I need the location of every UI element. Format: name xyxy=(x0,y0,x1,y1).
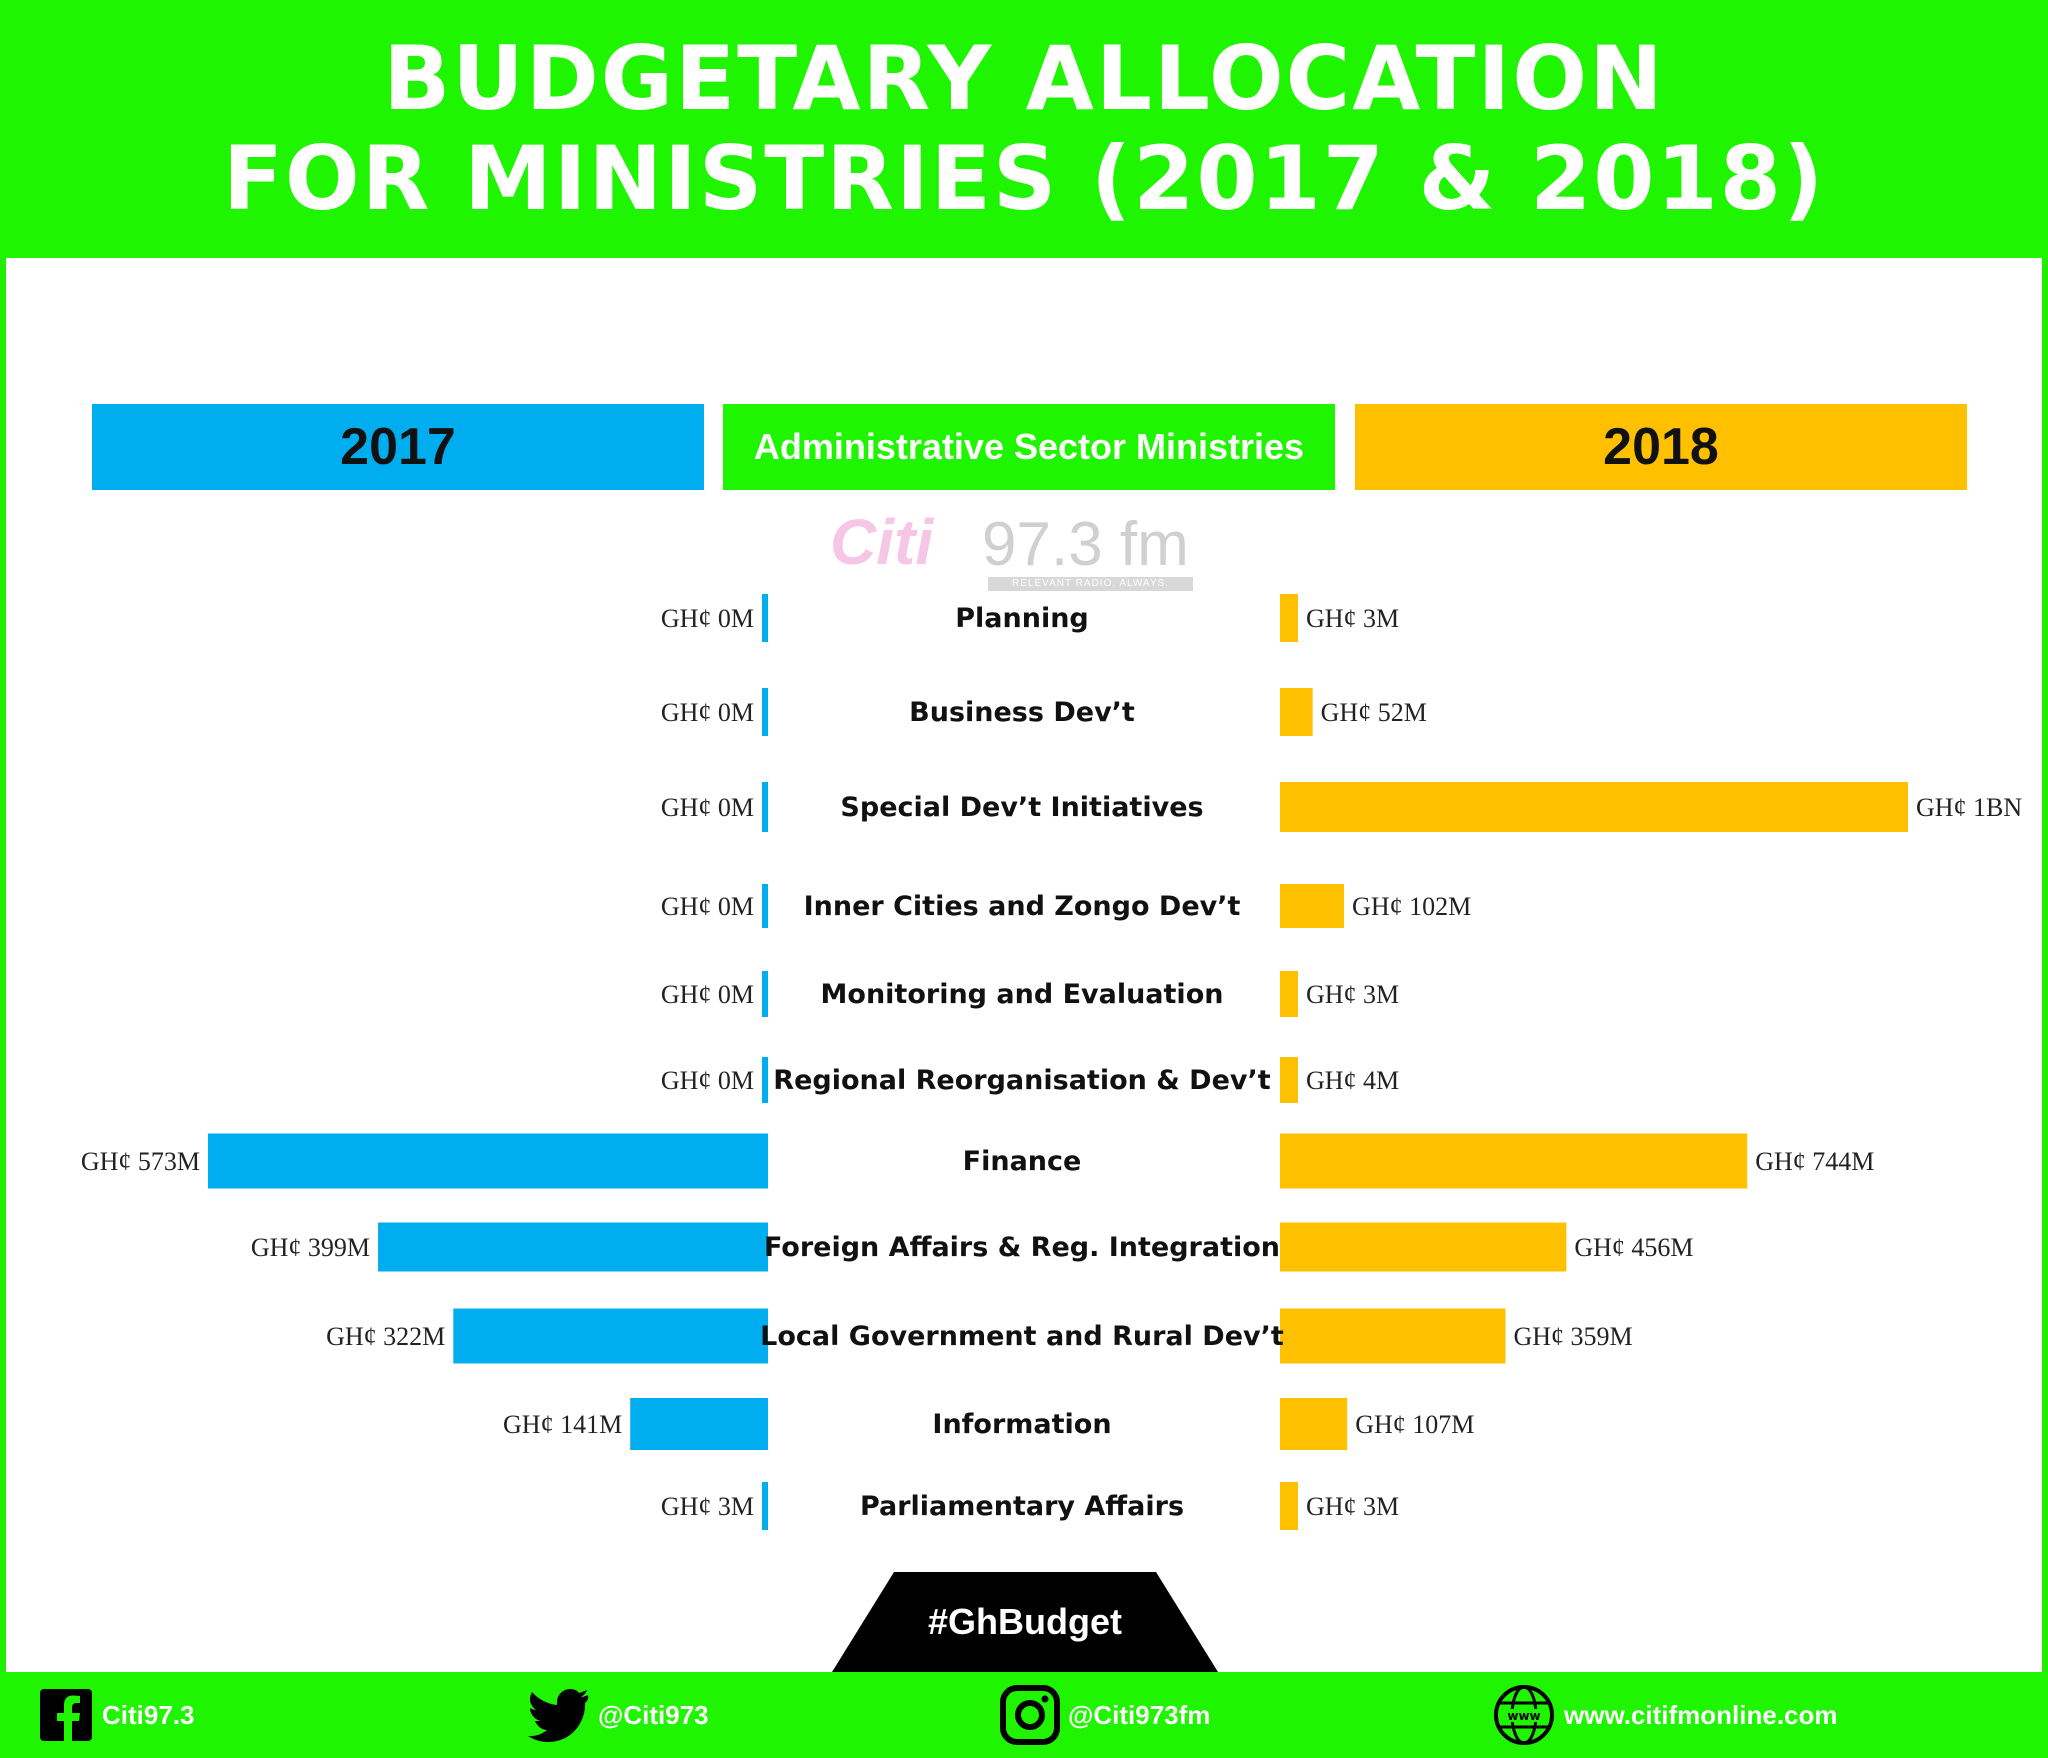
category-label: Finance xyxy=(963,1146,1082,1177)
bar-2017 xyxy=(762,782,768,832)
value-label-2018: GH¢ 52M xyxy=(1321,698,1427,727)
bar-2017 xyxy=(762,594,768,642)
value-label-2017: GH¢ 0M xyxy=(661,892,754,921)
value-label-2018: GH¢ 359M xyxy=(1513,1322,1632,1351)
column-header-sector: Administrative Sector Ministries xyxy=(723,404,1335,490)
category-label: Local Government and Rural Dev’t xyxy=(760,1321,1284,1352)
bar-2018 xyxy=(1280,594,1298,642)
globe-icon: www xyxy=(1494,1685,1554,1745)
category-label: Inner Cities and Zongo Dev’t xyxy=(804,891,1241,922)
bar-2017 xyxy=(762,1482,768,1530)
website-link[interactable]: www www.citifmonline.com xyxy=(1492,1672,1838,1758)
hashtag-badge: #GhBudget xyxy=(832,1572,1218,1672)
column-header-2017: 2017 xyxy=(92,404,704,490)
instagram-icon xyxy=(1000,1685,1060,1745)
value-label-2018: GH¢ 744M xyxy=(1755,1147,1874,1176)
website-url: www.citifmonline.com xyxy=(1564,1699,1838,1730)
category-label: Foreign Affairs & Reg. Integration xyxy=(764,1232,1280,1263)
value-label-2018: GH¢ 1BN xyxy=(1916,793,2022,822)
instagram-handle: @Citi973fm xyxy=(1068,1699,1211,1730)
value-label-2017: GH¢ 141M xyxy=(503,1410,622,1439)
column-header-2018: 2018 xyxy=(1355,404,1967,490)
bar-2018 xyxy=(1280,1133,1748,1189)
category-label: Regional Reorganisation & Dev’t xyxy=(773,1065,1270,1096)
bar-2018 xyxy=(1280,971,1298,1017)
value-label-2017: GH¢ 0M xyxy=(661,980,754,1009)
value-label-2018: GH¢ 4M xyxy=(1306,1066,1399,1095)
facebook-icon xyxy=(40,1689,92,1741)
hashtag-trapezoid xyxy=(832,1572,1218,1672)
category-label: Information xyxy=(932,1409,1111,1440)
bar-2017 xyxy=(630,1398,768,1450)
value-label-2017: GH¢ 0M xyxy=(661,793,754,822)
value-label-2017: GH¢ 0M xyxy=(661,1066,754,1095)
watermark-brand: Citi xyxy=(830,506,934,578)
bar-2018 xyxy=(1280,688,1313,736)
value-label-2018: GH¢ 3M xyxy=(1306,1492,1399,1521)
value-label-2018: GH¢ 107M xyxy=(1355,1410,1474,1439)
watermark-frequency: 97.3 fm xyxy=(982,510,1189,579)
bar-2018 xyxy=(1280,1398,1348,1450)
footer-bar: Citi97.3 @Citi973 @Citi973fm www www.cit… xyxy=(0,1672,2048,1758)
value-label-2017: GH¢ 399M xyxy=(251,1233,370,1262)
value-label-2017: GH¢ 322M xyxy=(326,1322,445,1351)
bar-2018 xyxy=(1280,1057,1298,1103)
bar-2018 xyxy=(1280,1222,1567,1272)
bar-2017 xyxy=(762,971,768,1017)
title-line-2: FOR MINISTRIES (2017 & 2018) xyxy=(222,127,1826,230)
header-banner: BUDGETARY ALLOCATION FOR MINISTRIES (201… xyxy=(0,0,2048,258)
title-line-1: BUDGETARY ALLOCATION xyxy=(383,27,1665,130)
watermark-tagline: RELEVANT RADIO. ALWAYS. xyxy=(988,577,1193,591)
value-label-2017: GH¢ 0M xyxy=(661,698,754,727)
facebook-link[interactable]: Citi97.3 xyxy=(38,1672,195,1758)
bar-2018 xyxy=(1280,884,1345,928)
bar-2017 xyxy=(762,884,768,928)
category-label: Monitoring and Evaluation xyxy=(821,979,1224,1010)
value-label-2018: GH¢ 3M xyxy=(1306,980,1399,1009)
bar-2017 xyxy=(208,1133,768,1189)
category-label: Planning xyxy=(955,603,1089,634)
value-label-2017: GH¢ 0M xyxy=(661,604,754,633)
category-label: Parliamentary Affairs xyxy=(860,1491,1184,1522)
category-label: Special Dev’t Initiatives xyxy=(840,792,1203,823)
bar-2017 xyxy=(378,1222,768,1272)
bar-2018 xyxy=(1280,1482,1298,1530)
instagram-link[interactable]: @Citi973fm xyxy=(1000,1672,1210,1758)
value-label-2017: GH¢ 573M xyxy=(81,1147,200,1176)
hashtag-text: #GhBudget xyxy=(928,1601,1122,1642)
bar-2017 xyxy=(453,1308,768,1364)
twitter-icon xyxy=(528,1689,589,1742)
citi-fm-watermark: Citi 97.3 fm RELEVANT RADIO. ALWAYS. xyxy=(830,505,1200,591)
value-label-2017: GH¢ 3M xyxy=(661,1492,754,1521)
facebook-handle: Citi97.3 xyxy=(102,1699,195,1730)
twitter-link[interactable]: @Citi973 xyxy=(526,1672,709,1758)
bar-2017 xyxy=(762,688,768,736)
value-label-2018: GH¢ 102M xyxy=(1352,892,1471,921)
value-label-2018: GH¢ 3M xyxy=(1306,604,1399,633)
bar-2018 xyxy=(1280,1308,1506,1364)
www-glyph: www xyxy=(1507,1709,1540,1723)
bar-2017 xyxy=(762,1057,768,1103)
value-label-2018: GH¢ 456M xyxy=(1574,1233,1693,1262)
twitter-handle: @Citi973 xyxy=(598,1699,709,1730)
bar-2018 xyxy=(1280,782,1908,832)
category-label: Business Dev’t xyxy=(909,697,1135,728)
